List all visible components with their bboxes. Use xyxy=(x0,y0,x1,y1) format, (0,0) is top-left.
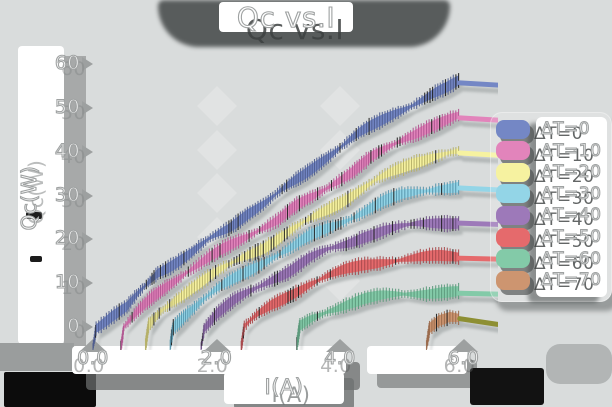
y-tick-marker xyxy=(82,320,93,334)
y-tick-label: 20 xyxy=(54,227,80,250)
legend-item: ΔT=60 xyxy=(496,248,602,269)
shadow-blob xyxy=(26,212,42,219)
legend-label: ΔT=30 xyxy=(540,183,602,204)
x-tick-label: 4.0 xyxy=(324,346,356,369)
y-tick-label: 50 xyxy=(54,95,80,118)
y-tick-marker xyxy=(82,276,93,291)
legend-label: ΔT=60 xyxy=(540,248,602,269)
background-diamond xyxy=(320,217,360,257)
background-diamond xyxy=(197,130,237,170)
x-tick-label: 2.0 xyxy=(200,346,233,369)
legend-item: ΔT=40 xyxy=(496,205,602,226)
y-axis-label-panel xyxy=(18,46,64,344)
y-tick-label: 0 xyxy=(67,314,80,337)
series-band-ΔT=0 xyxy=(92,73,498,350)
background-diamond xyxy=(197,217,237,257)
legend-item: ΔT=50 xyxy=(496,226,602,248)
y-tick-marker xyxy=(82,232,93,247)
background-diamonds xyxy=(197,86,360,301)
shadow-blob xyxy=(64,56,86,346)
series-cap xyxy=(457,316,498,327)
legend-label: ΔT=0 xyxy=(540,118,591,139)
legend-label: ΔT=50 xyxy=(540,226,602,247)
legend-label: ΔT=40 xyxy=(540,205,602,226)
x-tick-label: 6.0 xyxy=(447,346,480,369)
series-band-ΔT=30 xyxy=(169,180,498,350)
series-band-ΔT=40 xyxy=(200,214,498,350)
background-diamond xyxy=(320,261,360,301)
legend-swatch xyxy=(496,162,530,182)
legend-swatch xyxy=(496,205,530,225)
legend-swatch xyxy=(496,141,530,161)
shadow-blob xyxy=(0,343,74,371)
legend-label: ΔT=20 xyxy=(540,162,602,183)
series-band-shadow xyxy=(149,154,463,350)
series-bands xyxy=(92,73,498,350)
legend-item: ΔT=70 xyxy=(496,270,602,291)
legend-swatch xyxy=(496,270,530,290)
legend-swatch xyxy=(496,227,530,247)
legend-label: ΔT=10 xyxy=(540,140,602,161)
y-tick-marker xyxy=(82,100,93,115)
series-cap-shadow xyxy=(461,322,498,333)
series-band-shadow xyxy=(124,117,463,350)
legend-item: ΔT=0 xyxy=(496,118,591,140)
y-tick-marker xyxy=(82,57,93,72)
y-tick-label: 60 xyxy=(54,51,80,75)
legend: ΔT=0 ΔT=10 ΔT=20 ΔT=30 ΔT=40 ΔT=50 ΔT=60 ΔT=70 xyxy=(490,112,612,302)
shadow-blob xyxy=(470,368,544,405)
series-band-shadow xyxy=(205,224,463,350)
background-diamond xyxy=(320,130,360,170)
series-band-shadow xyxy=(97,81,463,350)
shadow-blob xyxy=(546,344,612,384)
legend-item: ΔT=30 xyxy=(496,183,602,204)
x-axis-label-panel xyxy=(224,372,344,404)
series-band-ΔT=10 xyxy=(120,108,498,350)
series-shadows xyxy=(97,81,498,350)
x-axis-label: I(A) xyxy=(264,374,304,399)
legend-swatch xyxy=(496,184,530,204)
background-diamond xyxy=(197,173,237,213)
shadow-blob xyxy=(30,256,42,262)
chart-title: Qc vs.I xyxy=(236,0,336,34)
series-band-shadow xyxy=(174,187,463,350)
y-tick-marker xyxy=(82,188,93,203)
series-cap-shadow xyxy=(461,86,498,94)
y-axis-label: Qc(W) xyxy=(16,165,41,231)
shadow-blob xyxy=(4,372,96,407)
x-tick-label: 0.0 xyxy=(77,346,109,369)
legend-item: ΔT=20 xyxy=(496,162,602,183)
background-diamond xyxy=(197,86,237,126)
y-tick-label: 40 xyxy=(54,139,80,162)
legend-swatch xyxy=(496,119,530,139)
legend-swatch xyxy=(496,249,530,269)
y-tick-label: 10 xyxy=(54,271,80,294)
background-diamond xyxy=(197,261,237,301)
legend-item: ΔT=10 xyxy=(496,140,602,161)
y-tick-marker xyxy=(82,144,93,159)
series-cap xyxy=(457,80,498,88)
legend-label: ΔT=70 xyxy=(540,270,602,291)
legend-panel xyxy=(536,117,607,297)
series-band-ΔT=20 xyxy=(144,146,498,350)
title-panel xyxy=(219,2,353,32)
background-diamond xyxy=(320,173,360,213)
background-diamond xyxy=(320,86,360,126)
y-tick-label: 30 xyxy=(54,183,80,206)
